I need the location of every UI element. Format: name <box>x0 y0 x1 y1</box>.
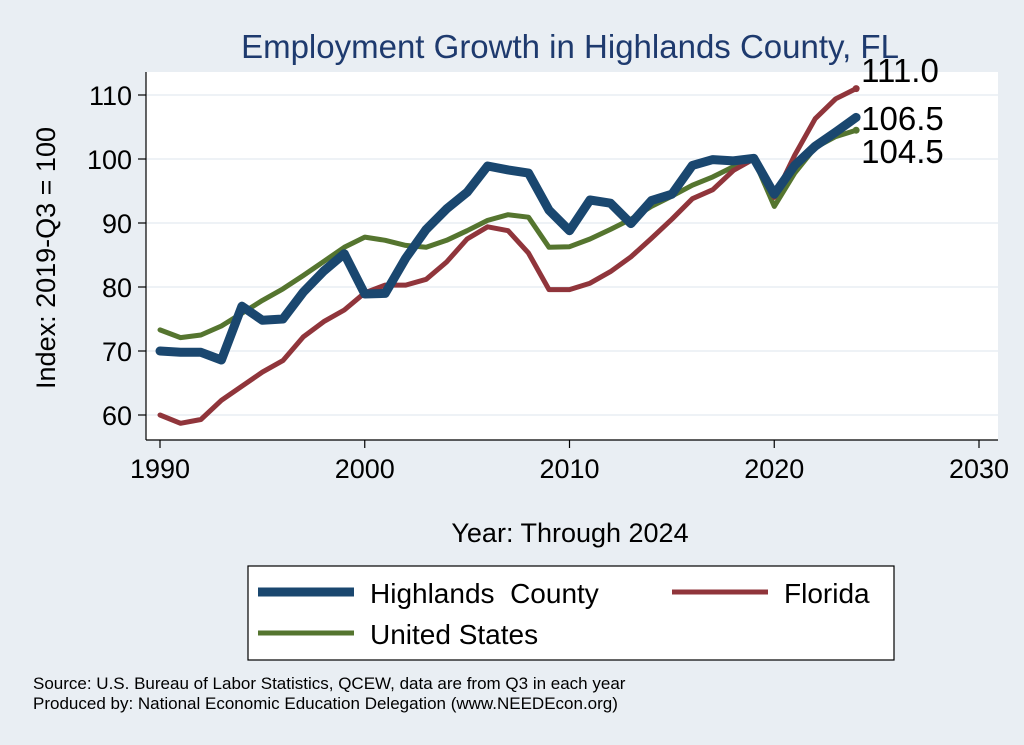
legend-label-highlands: Highlands County <box>370 578 599 609</box>
x-axis-label: Year: Through 2024 <box>451 518 688 548</box>
series-line-florida <box>157 86 859 426</box>
end-point-marker <box>852 85 860 93</box>
series-line-highlands-county <box>155 112 861 365</box>
source-note: Source: U.S. Bureau of Labor Statistics,… <box>33 674 626 693</box>
x-tick-label: 2020 <box>744 454 804 484</box>
x-tick-label: 2010 <box>539 454 599 484</box>
legend: Highlands County Florida United States <box>247 565 895 661</box>
legend-box <box>247 565 895 661</box>
y-tick-label: 90 <box>102 209 132 239</box>
end-labels: 106.5 111.0 104.5 <box>852 52 944 170</box>
end-point-marker <box>852 113 860 121</box>
y-axis-ticks: 60 70 80 90 100 110 <box>87 81 146 431</box>
y-tick-label: 80 <box>102 273 132 303</box>
chart-title: Employment Growth in Highlands County, F… <box>241 28 899 65</box>
x-tick-label: 2000 <box>335 454 395 484</box>
x-tick-label: 1990 <box>130 454 190 484</box>
y-tick-label: 110 <box>89 81 132 111</box>
x-tick-label: 2030 <box>949 454 1009 484</box>
end-value-label: 106.5 <box>861 100 944 137</box>
x-axis-ticks: 1990 2000 2010 2020 2030 <box>130 440 1009 484</box>
end-point-marker <box>852 126 860 134</box>
end-value-label: 111.0 <box>861 52 939 89</box>
end-value-label: 104.5 <box>861 133 944 170</box>
y-tick-label: 100 <box>87 145 132 175</box>
legend-label-united-states: United States <box>370 619 538 650</box>
y-axis-label: Index: 2019-Q3 = 100 <box>31 127 61 389</box>
series-layer <box>155 86 861 426</box>
producer-note: Produced by: National Economic Education… <box>33 694 618 713</box>
legend-label-florida: Florida <box>784 578 870 609</box>
y-tick-label: 60 <box>102 401 132 431</box>
y-tick-label: 70 <box>102 337 132 367</box>
